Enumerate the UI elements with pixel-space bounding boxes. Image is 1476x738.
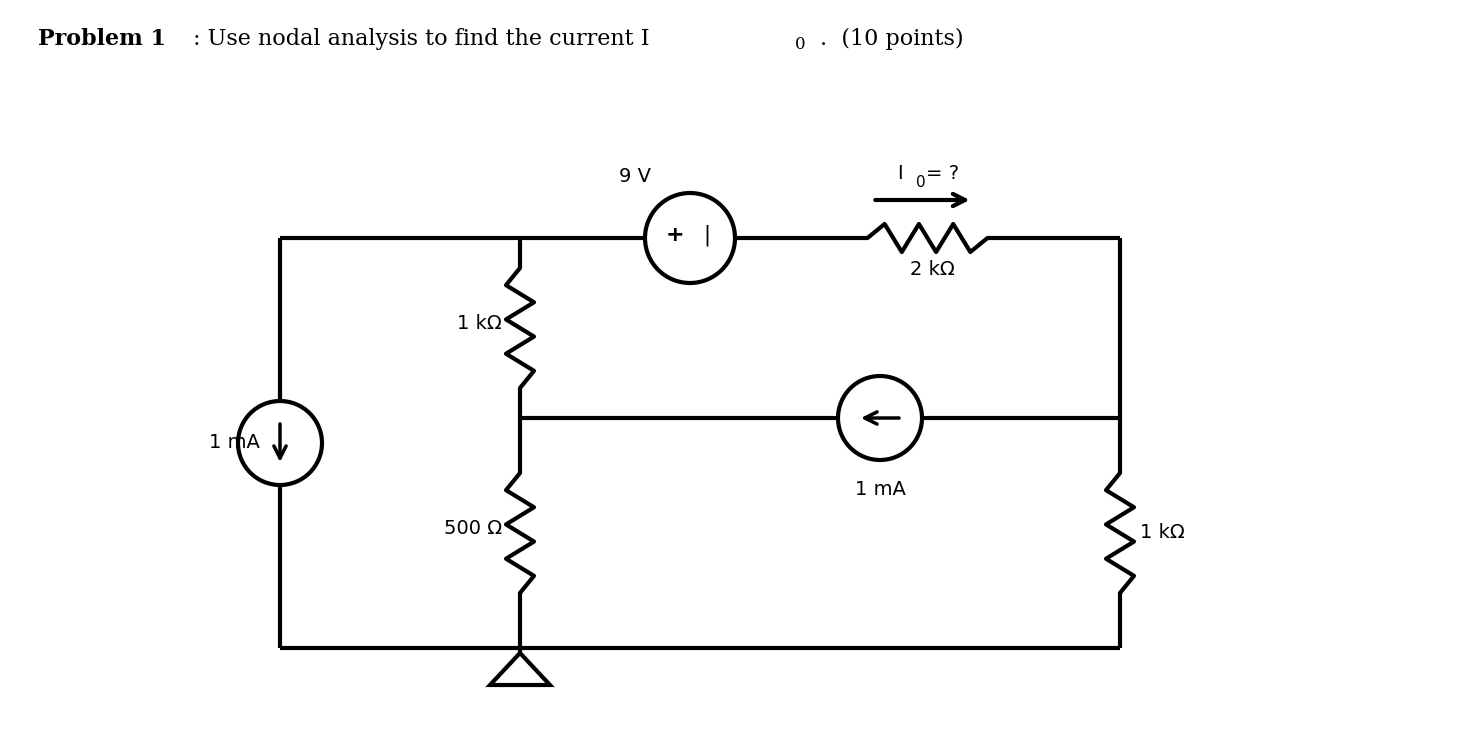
Text: = ?: = ? [925, 164, 958, 183]
Text: 0: 0 [796, 36, 806, 53]
Text: Problem 1: Problem 1 [38, 28, 165, 50]
Text: 0: 0 [915, 175, 925, 190]
Text: : Use nodal analysis to find the current I: : Use nodal analysis to find the current… [193, 28, 649, 50]
Text: |: | [704, 224, 710, 246]
Text: 1 kΩ: 1 kΩ [458, 314, 502, 333]
Text: 2 kΩ: 2 kΩ [911, 260, 955, 279]
Text: .  (10 points): . (10 points) [821, 28, 964, 50]
Text: 1 mA: 1 mA [210, 433, 260, 452]
Text: 1 mA: 1 mA [855, 480, 905, 499]
Text: 9 V: 9 V [618, 167, 651, 186]
Text: 1 kΩ: 1 kΩ [1139, 523, 1185, 542]
Text: +: + [666, 225, 685, 245]
Text: I: I [897, 164, 903, 183]
Text: 500 Ω: 500 Ω [444, 519, 502, 537]
